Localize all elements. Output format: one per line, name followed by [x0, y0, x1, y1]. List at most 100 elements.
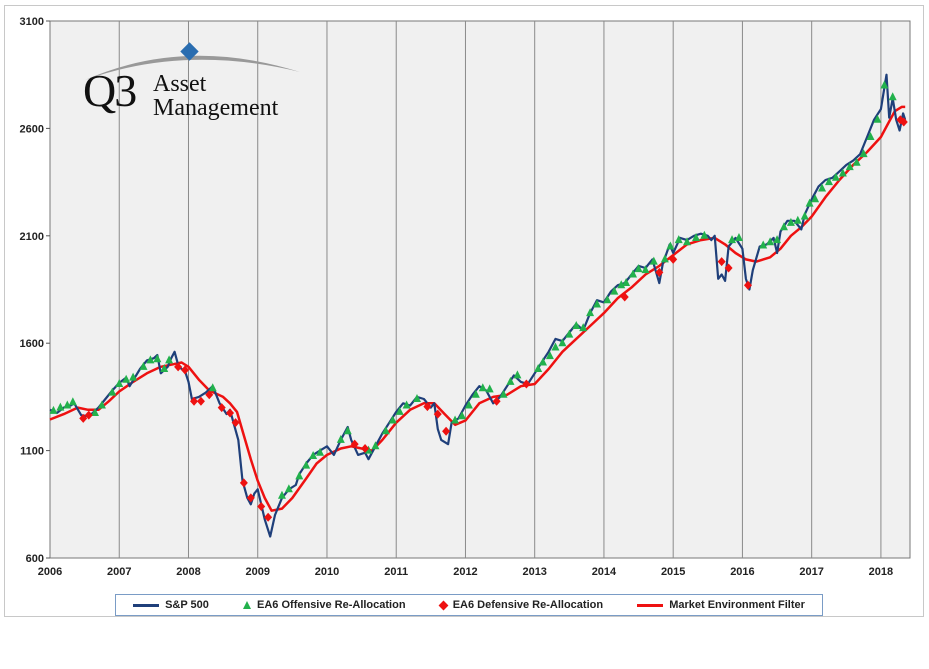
offensive-point-48 — [586, 308, 595, 317]
y-tick-600: 600 — [26, 553, 44, 565]
offensive-point-37 — [499, 389, 508, 398]
defensive-point-17 — [433, 409, 442, 419]
offensive-point-32 — [457, 411, 466, 420]
offensive-point-33 — [464, 400, 473, 409]
offensive-point-5 — [97, 400, 106, 409]
offensive-point-52 — [617, 280, 626, 289]
offensive-point-29 — [402, 400, 411, 409]
offensive-point-59 — [666, 241, 675, 250]
offensive-point-72 — [800, 211, 809, 220]
offensive-point-45 — [565, 329, 574, 338]
offensive-point-54 — [629, 269, 638, 278]
offensive-point-22 — [336, 434, 345, 443]
offensive-point-46 — [572, 321, 581, 330]
defensive-point-3 — [181, 365, 190, 375]
offensive-point-19 — [302, 460, 311, 469]
offensive-point-66 — [759, 240, 768, 249]
offensive-point-74 — [811, 194, 820, 203]
legend-swatch-filter — [637, 603, 664, 607]
offensive-point-56 — [641, 265, 650, 274]
offensive-point-10 — [139, 361, 148, 370]
offensive-point-27 — [388, 415, 397, 424]
offensive-point-23 — [343, 426, 352, 435]
offensive-point-42 — [545, 351, 554, 360]
offensive-point-62 — [692, 232, 701, 241]
legend-label-defensive: EA6 Defensive Re-Allocation — [452, 599, 604, 611]
offensive-point-41 — [539, 357, 548, 366]
series-line-market-environment-filter — [49, 105, 906, 512]
legend: S&P 500 EA6 Offensive Re-Allocation EA6 … — [115, 594, 823, 616]
offensive-point-24 — [364, 445, 373, 454]
x-tick-2012: 2012 — [453, 566, 477, 578]
logo-line2: Management — [153, 95, 279, 121]
offensive-point-36 — [485, 384, 494, 393]
defensive-point-5 — [196, 396, 205, 406]
logo-mark: Q3 — [83, 65, 137, 116]
offensive-point-21 — [316, 447, 325, 456]
offensive-point-77 — [831, 172, 840, 181]
offensive-point-35 — [478, 383, 487, 392]
offensive-point-81 — [859, 149, 868, 158]
x-tick-2017: 2017 — [799, 566, 823, 578]
y-tick-2600: 2600 — [20, 123, 44, 135]
offensive-point-31 — [451, 415, 460, 424]
offensive-point-8 — [122, 374, 131, 383]
offensive-point-49 — [593, 299, 602, 308]
defensive-point-2 — [174, 362, 183, 372]
offensive-point-15 — [208, 383, 217, 392]
triangle-icon — [243, 601, 252, 609]
offensive-point-69 — [779, 222, 788, 231]
offensive-point-20 — [309, 450, 318, 459]
offensive-point-63 — [700, 230, 709, 239]
defensive-point-12 — [257, 501, 266, 511]
offensive-point-43 — [551, 342, 560, 351]
offensive-point-47 — [579, 323, 588, 332]
diamond-icon — [438, 600, 449, 610]
x-tick-2015: 2015 — [661, 566, 685, 578]
offensive-point-58 — [660, 254, 669, 263]
offensive-point-11 — [146, 355, 155, 364]
legend-item-offensive: EA6 Offensive Re-Allocation — [243, 599, 406, 611]
logo-swoosh — [85, 42, 300, 80]
x-tick-2006: 2006 — [38, 566, 62, 578]
defensive-point-28 — [899, 117, 908, 127]
logo-line1: Asset — [153, 71, 207, 97]
offensive-point-61 — [683, 237, 692, 246]
legend-swatch-sp500 — [133, 603, 160, 607]
offensive-point-79 — [845, 162, 854, 171]
offensive-point-64 — [728, 235, 737, 244]
offensive-point-12 — [153, 354, 162, 363]
defensive-point-13 — [264, 512, 273, 522]
legend-item-defensive: EA6 Defensive Re-Allocation — [438, 599, 604, 611]
offensive-point-9 — [129, 372, 138, 381]
legend-label-sp500: S&P 500 — [165, 599, 209, 611]
defensive-point-6 — [205, 390, 214, 400]
defensive-point-22 — [655, 267, 664, 277]
offensive-point-55 — [634, 264, 643, 273]
defensive-point-18 — [442, 426, 451, 436]
defensive-point-26 — [743, 280, 752, 290]
offensive-point-38 — [506, 376, 515, 385]
defensive-point-21 — [620, 292, 629, 302]
offensive-point-40 — [534, 363, 543, 372]
offensive-point-4 — [91, 408, 100, 417]
offensive-point-6 — [108, 387, 117, 396]
offensive-point-75 — [818, 183, 827, 192]
offensive-point-82 — [866, 131, 875, 140]
x-tick-2007: 2007 — [107, 566, 131, 578]
offensive-point-71 — [793, 215, 802, 224]
offensive-point-80 — [852, 157, 861, 166]
y-tick-3100: 3100 — [20, 16, 44, 28]
offensive-point-1 — [56, 402, 65, 411]
defensive-point-4 — [190, 396, 199, 406]
legend-label-offensive: EA6 Offensive Re-Allocation — [257, 599, 406, 611]
y-tick-2100: 2100 — [20, 231, 44, 243]
offensive-point-7 — [115, 379, 124, 388]
x-tick-2009: 2009 — [245, 566, 269, 578]
offensive-point-65 — [734, 232, 743, 241]
offensive-point-14 — [165, 355, 174, 364]
chart: 600 1100 1600 2100 2600 3100 2006 2007 2008 2009… — [20, 16, 911, 578]
offensive-point-83 — [873, 114, 882, 123]
legend-item-filter: Market Environment Filter — [637, 599, 805, 611]
offensive-point-84 — [880, 80, 889, 89]
